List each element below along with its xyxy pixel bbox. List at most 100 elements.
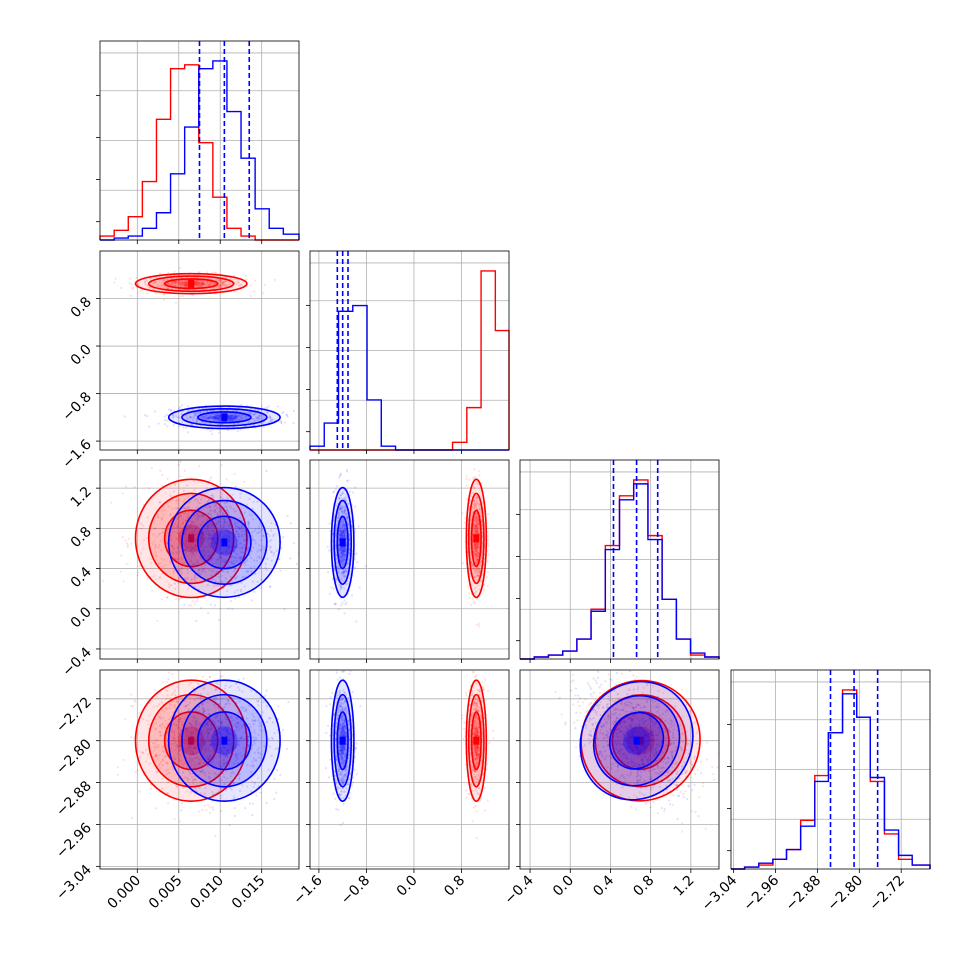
sample-point (176, 558, 179, 561)
density-contour (167, 486, 281, 599)
sample-point (196, 518, 199, 521)
sample-point (204, 774, 207, 777)
sample-point (192, 764, 195, 767)
sample-point (253, 738, 256, 742)
sample-point (205, 723, 208, 726)
sample-point (473, 747, 476, 750)
sample-point (218, 510, 221, 514)
sample-point (178, 280, 181, 283)
sample-point (279, 569, 282, 572)
sample-point (216, 512, 219, 515)
sample-point (196, 561, 200, 564)
sample-point (258, 756, 261, 759)
sample-point (223, 687, 227, 690)
sample-point (248, 723, 251, 726)
sample-point (476, 528, 479, 531)
sample-point (234, 415, 237, 418)
sample-point (243, 753, 246, 756)
sample-point (262, 534, 265, 538)
sample-point (186, 405, 189, 408)
sample-point (216, 537, 219, 540)
sample-point (173, 705, 176, 708)
sample-point (207, 513, 210, 516)
sample-point (203, 549, 206, 553)
sample-point (228, 739, 231, 742)
sample-point (209, 536, 213, 539)
sample-point (342, 558, 346, 561)
sample-point (204, 724, 207, 727)
sample-point (209, 544, 212, 547)
sample-point (179, 596, 182, 599)
sample-point (238, 776, 241, 779)
sample-point (164, 706, 168, 710)
sample-point (209, 534, 212, 537)
sample-point (219, 278, 222, 282)
sample-point (246, 785, 249, 788)
sample-point (154, 722, 158, 725)
sample-point (162, 286, 166, 289)
sample-point (183, 469, 187, 472)
sample-point (153, 527, 157, 530)
sample-point (270, 418, 273, 421)
sample-point (160, 518, 163, 521)
sample-point (339, 548, 342, 551)
sample-point (232, 736, 236, 739)
sample-point (228, 419, 232, 423)
density-contour (181, 499, 268, 586)
sample-point (211, 493, 214, 497)
sample-point (475, 496, 478, 500)
sample-point (161, 716, 165, 719)
sample-point (475, 567, 479, 570)
sample-point (166, 425, 169, 428)
sample-point (217, 732, 220, 735)
sample-point (240, 530, 243, 533)
sample-point (166, 781, 170, 784)
sample-point (132, 736, 136, 739)
sample-point (474, 719, 477, 723)
sample-point (270, 754, 273, 757)
sample-point (223, 283, 226, 287)
panel-3-2 (309, 459, 510, 660)
sample-point (345, 499, 348, 502)
sample-point (173, 689, 177, 692)
sample-point (192, 778, 195, 781)
sample-point (237, 678, 240, 681)
sample-point (176, 552, 179, 555)
sample-point (219, 423, 222, 426)
sample-point (208, 755, 211, 758)
sample-point (471, 597, 474, 600)
sample-point (197, 764, 201, 767)
sample-point (185, 757, 188, 760)
sample-point (260, 528, 263, 531)
sample-point (474, 769, 477, 773)
sample-point (154, 546, 157, 549)
sample-point (342, 558, 346, 561)
sample-point (207, 526, 210, 530)
sample-point (222, 744, 225, 747)
sample-point (254, 416, 258, 419)
sample-point (186, 587, 190, 590)
sample-point (218, 431, 221, 434)
sample-point (184, 281, 188, 284)
sample-point (178, 425, 181, 428)
sample-point (194, 720, 198, 723)
sample-point (243, 737, 247, 741)
sample-point (212, 415, 216, 418)
sample-point (228, 524, 231, 527)
sample-point (150, 467, 153, 470)
sample-point (206, 737, 209, 740)
sample-point (124, 718, 127, 721)
sample-point (333, 602, 336, 606)
sample-point (217, 528, 220, 531)
sample-point (265, 704, 268, 708)
sample-point (475, 756, 478, 760)
sample-point (238, 723, 241, 726)
sample-point (165, 792, 168, 795)
sample-point (214, 541, 217, 544)
sample-point (474, 571, 477, 574)
sample-point (154, 727, 157, 730)
sample-point (184, 705, 188, 708)
sample-point (338, 496, 342, 499)
sample-point (204, 570, 207, 574)
sample-point (235, 723, 238, 726)
